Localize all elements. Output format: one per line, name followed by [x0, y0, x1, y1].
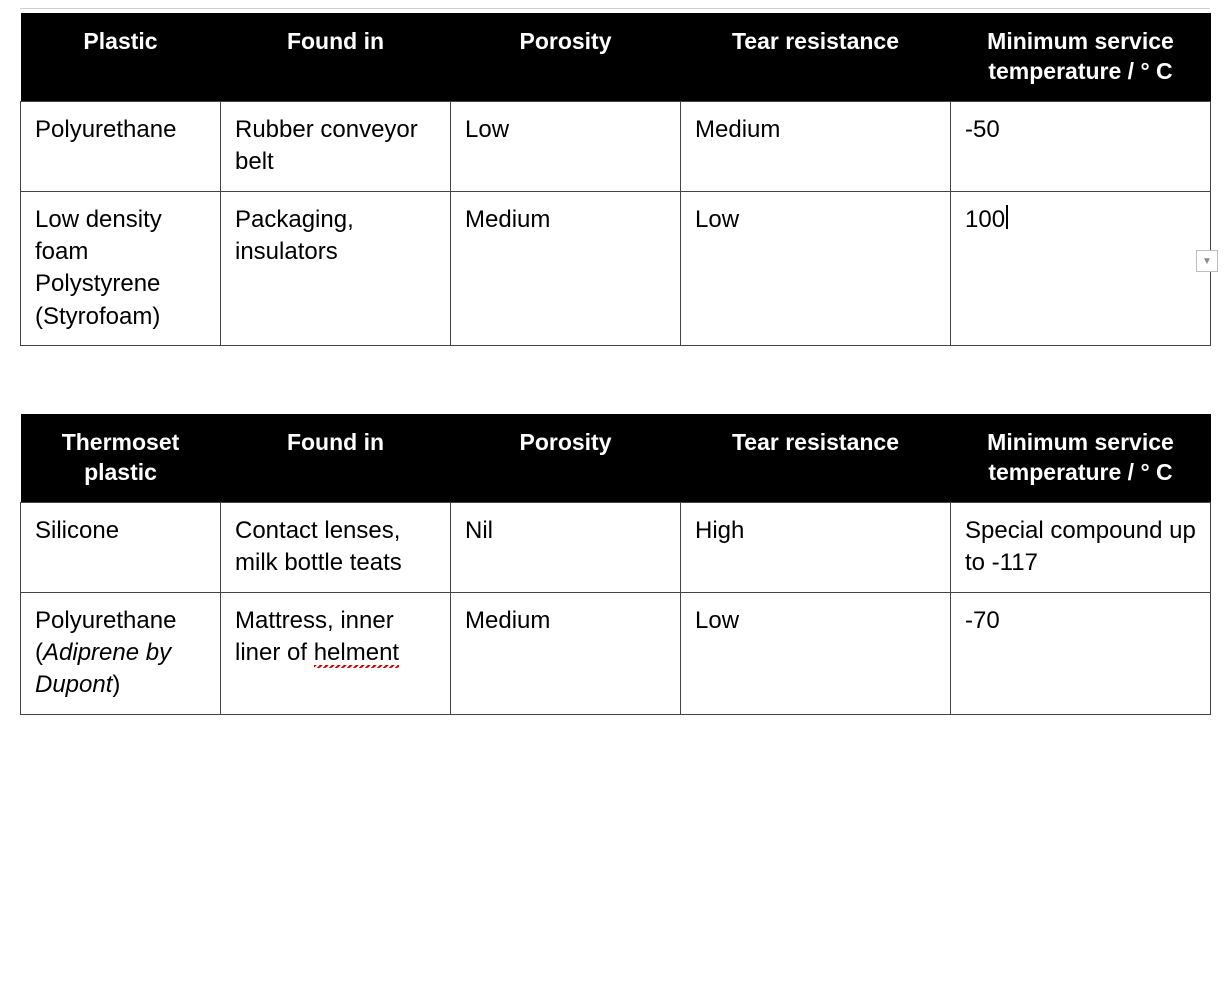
col-thermoset: Thermoset plastic: [21, 414, 221, 502]
cell-tear[interactable]: High: [681, 502, 951, 592]
cell-min-temp[interactable]: Special compound up to -117: [951, 502, 1211, 592]
col-porosity: Porosity: [451, 13, 681, 101]
cell-tear[interactable]: Low: [681, 592, 951, 714]
cell-plastic[interactable]: Polyurethane (Adiprene by Dupont): [21, 592, 221, 714]
top-divider: [20, 8, 1210, 9]
cell-found-in[interactable]: Rubber conveyor belt: [221, 101, 451, 191]
thermoset-table-header: Thermoset plastic Found in Porosity Tear…: [21, 414, 1211, 502]
col-tear: Tear resistance: [681, 13, 951, 101]
col-found-in: Found in: [221, 13, 451, 101]
col-tear: Tear resistance: [681, 414, 951, 502]
table-row: Polyurethane (Adiprene by Dupont) Mattre…: [21, 592, 1211, 714]
table-row: Polyurethane Rubber conveyor belt Low Me…: [21, 101, 1211, 191]
cell-plastic[interactable]: Polyurethane: [21, 101, 221, 191]
col-found-in: Found in: [221, 414, 451, 502]
cell-found-in[interactable]: Packaging, insulators: [221, 191, 451, 346]
cell-plastic[interactable]: Low density foam Polystyrene (Styrofoam): [21, 191, 221, 346]
col-plastic: Plastic: [21, 13, 221, 101]
cell-min-temp[interactable]: -70: [951, 592, 1211, 714]
cell-found-in[interactable]: Mattress, inner liner of helment: [221, 592, 451, 714]
cell-min-temp-editing[interactable]: 100: [951, 191, 1211, 346]
col-min-temp: Minimum service temperature / ° C: [951, 13, 1211, 101]
spellcheck-error: helment: [314, 639, 399, 668]
cell-porosity[interactable]: Low: [451, 101, 681, 191]
text-italic: Adiprene by Dupont: [35, 639, 171, 698]
text-part: ): [112, 671, 120, 698]
cell-tear[interactable]: Medium: [681, 101, 951, 191]
cell-value: 100: [965, 206, 1005, 233]
cell-dropdown-button[interactable]: ▼: [1196, 250, 1218, 272]
page: Plastic Found in Porosity Tear resistanc…: [0, 0, 1230, 755]
cell-porosity[interactable]: Medium: [451, 592, 681, 714]
cell-plastic[interactable]: Silicone: [21, 502, 221, 592]
table-gap: [20, 346, 1210, 414]
col-porosity: Porosity: [451, 414, 681, 502]
cell-found-in[interactable]: Contact lenses, milk bottle teats: [221, 502, 451, 592]
col-min-temp: Minimum service temperature / ° C: [951, 414, 1211, 502]
cell-porosity[interactable]: Medium: [451, 191, 681, 346]
text-cursor: [1006, 205, 1008, 229]
cell-min-temp[interactable]: -50: [951, 101, 1211, 191]
table-row: Silicone Contact lenses, milk bottle tea…: [21, 502, 1211, 592]
thermoset-table: Thermoset plastic Found in Porosity Tear…: [20, 414, 1211, 715]
cell-tear[interactable]: Low: [681, 191, 951, 346]
plastics-table: Plastic Found in Porosity Tear resistanc…: [20, 13, 1211, 346]
chevron-down-icon: ▼: [1202, 256, 1212, 267]
plastics-table-header: Plastic Found in Porosity Tear resistanc…: [21, 13, 1211, 101]
table-row: Low density foam Polystyrene (Styrofoam)…: [21, 191, 1211, 346]
cell-porosity[interactable]: Nil: [451, 502, 681, 592]
